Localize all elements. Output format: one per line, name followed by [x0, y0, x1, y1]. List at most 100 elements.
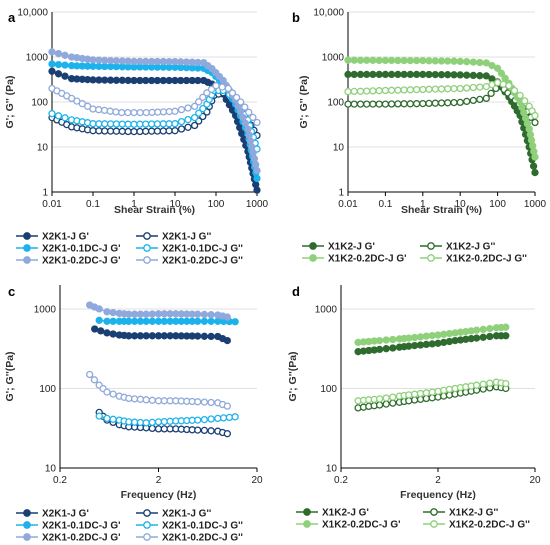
data-point: [410, 396, 419, 404]
data-point: [444, 99, 452, 107]
data-point: [444, 71, 452, 79]
y-tick-label: 1000: [26, 53, 49, 64]
data-point: [344, 100, 352, 108]
data-point: [130, 108, 138, 117]
data-point: [437, 57, 446, 65]
data-point: [228, 89, 237, 97]
y-tick-label: 10,000: [17, 8, 48, 19]
series-X1K2-0.2DC-J G': [354, 323, 510, 347]
data-point: [505, 82, 513, 90]
data-point: [207, 311, 215, 319]
data-point: [486, 332, 494, 341]
data-point: [369, 87, 377, 95]
data-point: [214, 414, 222, 423]
data-point: [486, 379, 494, 387]
data-point: [502, 323, 510, 331]
data-point: [253, 174, 261, 183]
data-point: [375, 100, 383, 108]
data-point: [95, 316, 103, 324]
data-point: [125, 394, 133, 403]
legend-marker: [23, 256, 31, 264]
data-point: [154, 332, 163, 340]
data-point: [54, 112, 63, 120]
data-point: [136, 418, 145, 427]
data-point: [412, 56, 421, 65]
data-point: [200, 398, 209, 406]
data-point: [207, 317, 215, 325]
legend-entry: X2K1-0.2DC-J G': [16, 256, 121, 267]
data-point: [101, 127, 109, 135]
data-point: [106, 62, 115, 71]
x-tick-label: 0.1: [86, 199, 100, 210]
data-point: [445, 337, 454, 346]
data-point: [510, 86, 519, 95]
data-point: [456, 57, 464, 66]
data-point: [463, 58, 471, 66]
data-point: [375, 56, 383, 65]
data-point: [344, 70, 352, 79]
data-point: [199, 104, 207, 113]
legend-entry: X2K1-0.1DC-J G'': [136, 244, 243, 255]
data-point: [412, 70, 421, 79]
data-point: [109, 330, 117, 338]
data-point: [382, 345, 390, 353]
data-point: [252, 160, 260, 169]
data-point: [106, 127, 115, 135]
data-point: [469, 96, 477, 105]
legend-entry: X1K2-J G': [296, 508, 369, 519]
data-point: [142, 317, 150, 325]
legend-marker: [303, 520, 311, 528]
data-point: [440, 386, 448, 395]
data-point: [106, 107, 114, 115]
data-point: [245, 108, 253, 116]
data-point: [61, 51, 69, 59]
data-point: [482, 94, 490, 103]
data-point: [224, 84, 232, 93]
legend-entry: X2K1-0.2DC-J G'': [136, 533, 243, 544]
data-point: [434, 387, 442, 396]
data-point: [241, 103, 249, 111]
data-point: [136, 395, 145, 403]
legend-label: X1K2-0.2DC-J G'': [446, 254, 527, 265]
data-point: [177, 106, 186, 114]
data-point: [472, 381, 481, 389]
data-point: [389, 399, 397, 407]
series-X1K2-0.2DC-J G'': [344, 78, 539, 120]
data-point: [184, 104, 192, 112]
data-point: [136, 310, 145, 318]
data-point: [61, 61, 69, 69]
data-point: [194, 58, 202, 67]
data-point: [214, 317, 222, 325]
legend-entry: X2K1-J G'': [136, 509, 211, 520]
data-point: [428, 340, 436, 348]
data-point: [124, 127, 132, 136]
data-point: [203, 89, 211, 97]
data-point: [194, 317, 202, 325]
data-point: [445, 329, 454, 338]
x-tick-label: 1000: [246, 199, 269, 210]
data-point: [142, 120, 150, 128]
legend-entry: X2K1-0.1DC-J G': [16, 521, 121, 532]
data-point: [48, 67, 56, 75]
data-point: [91, 325, 99, 333]
data-point: [200, 426, 209, 435]
data-point: [431, 85, 439, 93]
data-point: [171, 120, 179, 128]
data-point: [109, 308, 117, 317]
data-point: [232, 93, 241, 102]
x-tick-label: 2: [156, 475, 162, 486]
data-point: [125, 317, 133, 325]
data-point: [118, 120, 126, 128]
data-point: [363, 70, 371, 79]
legend-marker: [143, 521, 151, 529]
data-point: [531, 153, 539, 161]
data-point: [445, 385, 454, 394]
data-point: [456, 84, 464, 93]
x-axis-label: Shear Strain (%): [401, 204, 482, 216]
data-point: [394, 56, 402, 65]
data-point: [410, 390, 419, 398]
data-point: [142, 57, 150, 66]
data-point: [118, 63, 126, 71]
data-point: [147, 120, 156, 128]
data-point: [456, 71, 464, 79]
